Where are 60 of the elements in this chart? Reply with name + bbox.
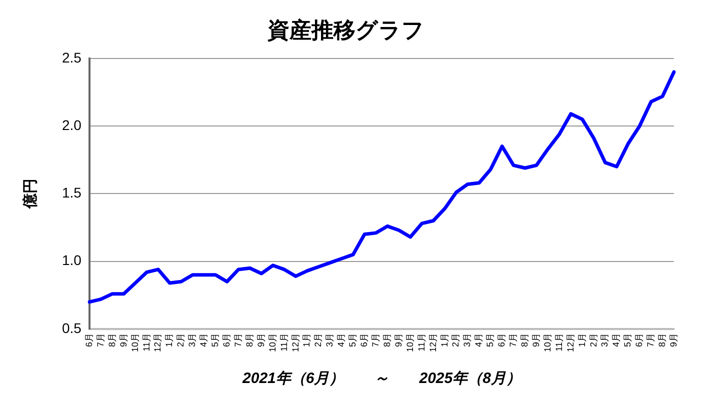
x-tick-label: 6月 — [634, 332, 644, 348]
y-tick-label: 2.5 — [62, 49, 82, 66]
x-tick-label: 9月 — [256, 332, 266, 348]
x-tick-label: 10月 — [267, 332, 278, 352]
x-tick-label: 10月 — [542, 332, 552, 352]
x-tick-label: 8月 — [657, 332, 668, 348]
y-tick-label: 0.5 — [62, 320, 82, 336]
x-tick-label: 10月 — [404, 332, 415, 352]
x-tick-label: 11月 — [554, 332, 564, 352]
x-tick-label: 5月 — [210, 332, 220, 348]
x-tick-label: 7月 — [370, 332, 380, 348]
x-tick-label: 3月 — [187, 332, 198, 348]
x-tick-label: 5月 — [485, 332, 496, 348]
x-tick-label: 1月 — [164, 332, 174, 348]
x-tick-label: 7月 — [232, 332, 243, 348]
x-tick-label: 1月 — [439, 332, 450, 348]
x-tick-label: 8月 — [382, 332, 392, 348]
x-tick-label: 2月 — [176, 332, 186, 348]
x-tick-label: 3月 — [462, 332, 472, 348]
x-tick-label: 10月 — [130, 332, 140, 352]
x-tick-label: 11月 — [416, 332, 426, 352]
x-tick-label: 5月 — [348, 332, 358, 348]
x-tick-label: 9月 — [393, 332, 404, 348]
x-tick-label: 7月 — [646, 332, 656, 348]
x-tick-label: 7月 — [508, 332, 518, 348]
x-tick-label: 4月 — [336, 332, 346, 348]
x-tick-label: 8月 — [244, 332, 254, 348]
x-tick-label: 5月 — [622, 332, 633, 348]
x-tick-label: 2月 — [588, 332, 598, 348]
y-tick-label: 1.5 — [62, 184, 82, 201]
x-tick-label: 3月 — [600, 332, 610, 348]
x-tick-label: 7月 — [95, 332, 106, 348]
x-tick-label: 6月 — [496, 332, 507, 348]
x-tick-label: 2月 — [450, 332, 461, 348]
y-tick-label: 2.0 — [62, 116, 82, 133]
x-tick-label: 1月 — [576, 332, 587, 348]
x-tick-label: 9月 — [668, 332, 678, 348]
x-tick-label: 11月 — [141, 332, 152, 352]
x-tick-label: 6月 — [84, 332, 94, 348]
x-tick-label: 12月 — [428, 332, 438, 352]
x-tick-label: 9月 — [118, 332, 128, 348]
x-tick-label: 3月 — [324, 332, 335, 348]
x-tick-label: 4月 — [474, 332, 484, 348]
x-tick-label: 11月 — [278, 332, 289, 352]
x-tick-label: 9月 — [530, 332, 541, 348]
x-tick-label: 12月 — [565, 332, 576, 352]
chart-title: 資産推移グラフ — [266, 17, 424, 42]
x-axis-title: 2021年（6月） ～ 2025年（8月） — [242, 370, 521, 388]
x-tick-label: 1月 — [302, 332, 312, 348]
x-tick-label: 4月 — [611, 332, 622, 348]
x-tick-label: 8月 — [106, 332, 117, 348]
x-tick-label: 8月 — [519, 332, 530, 348]
x-tick-label: 12月 — [152, 332, 163, 352]
x-tick-label: 6月 — [359, 332, 370, 348]
x-tick-label: 6月 — [221, 332, 232, 348]
x-tick-label: 2月 — [313, 332, 324, 348]
y-axis-title: 億円 — [22, 178, 40, 210]
x-tick-label: 4月 — [198, 332, 209, 348]
y-tick-label: 1.0 — [62, 252, 82, 268]
x-tick-label: 12月 — [290, 332, 300, 352]
